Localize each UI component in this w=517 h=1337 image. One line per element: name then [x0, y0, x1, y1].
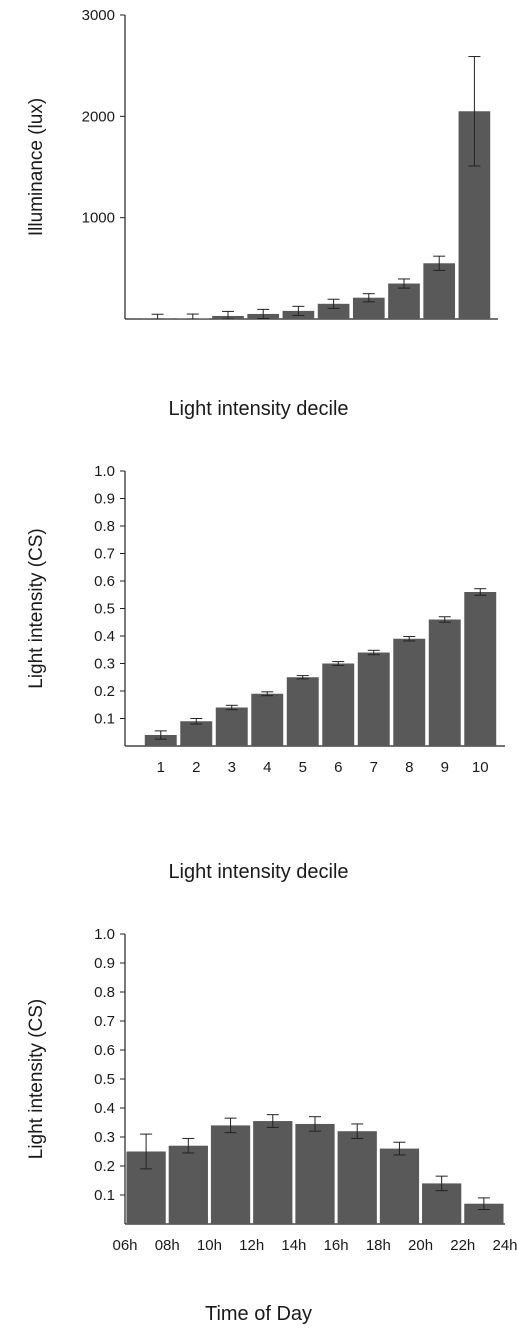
x-tick-label: 6: [334, 759, 342, 776]
y-tick-label: 0.2: [94, 683, 115, 700]
x-tick-label: 10: [472, 759, 489, 776]
chart-2-xlabel: Light intensity decile: [168, 861, 349, 883]
bar-9: [428, 619, 461, 746]
x-tick-label: 08h: [155, 1237, 180, 1254]
bar-8: [388, 283, 420, 319]
y-tick-label: 0.5: [94, 601, 115, 618]
chart-2-plot: 0.1 0.2 0.3 0.4 0.5 0.6 0.7 0.8 0.9 1.0 1 2 3 4 5 6 7 8 9 1…: [26, 463, 505, 776]
x-tick-label: 20h: [408, 1237, 433, 1254]
bar-5: [295, 1123, 335, 1224]
y-tick-label: 0.4: [94, 628, 115, 645]
chart-cs-by-decile: 0.1 0.2 0.3 0.4 0.5 0.6 0.7 0.8 0.9 1.0 1 2 3 4 5 6 7 8 9 1…: [0, 452, 517, 902]
bar-7: [357, 652, 390, 746]
y-tick-label: 0.7: [94, 546, 115, 563]
chart-3-plot: 0.1 0.2 0.3 0.4 0.5 0.6 0.7 0.8 0.9 1.0 06h 08h 10h 1…: [26, 926, 517, 1254]
bar-6: [317, 303, 350, 319]
x-tick-label: 2: [189, 332, 197, 335]
x-tick-label: 5: [294, 332, 302, 335]
bar-4: [251, 693, 284, 746]
y-tick-label: 0.2: [94, 1158, 115, 1175]
x-tick-label: 1: [153, 332, 161, 335]
y-tick-label: 1.0: [94, 463, 115, 480]
y-tick-label: 0.1: [94, 711, 115, 728]
x-tick-label: 7: [365, 332, 373, 335]
x-tick-label: 5: [299, 759, 307, 776]
x-tick-label: 8: [405, 759, 413, 776]
x-tick-label: 06h: [112, 1237, 137, 1254]
bar-1: [144, 735, 177, 746]
bar-4: [253, 1121, 293, 1224]
x-tick-label: 7: [370, 759, 378, 776]
y-tick-label: 1000: [82, 210, 115, 227]
bar-7: [352, 297, 385, 319]
bar-9: [464, 1203, 504, 1224]
chart-1-xlabel: Light intensity decile: [168, 398, 349, 420]
bar-6: [322, 663, 355, 746]
y-tick-label: 0.4: [94, 1100, 115, 1117]
bar-3: [215, 707, 248, 746]
y-tick-label: 0.3: [94, 656, 115, 673]
y-axis-title: Light intensity (CS): [26, 528, 47, 689]
x-tick-label: 6: [329, 332, 337, 335]
chart-1-plot: 1000 2000 3000 1 2 3 4 5 6 7 8 9 10 Illuminance (lux): [26, 7, 498, 335]
bar-5: [286, 677, 319, 746]
x-tick-label: 10: [466, 332, 483, 335]
y-tick-label: 3000: [82, 7, 115, 24]
y-axis-title: Illuminance (lux): [26, 98, 47, 236]
y-tick-label: 0.9: [94, 491, 115, 508]
y-tick-label: 0.8: [94, 518, 115, 535]
x-tick-label: 4: [259, 332, 267, 335]
x-tick-label: 1: [157, 759, 165, 776]
x-tick-label: 16h: [324, 1237, 349, 1254]
bar-7: [379, 1148, 420, 1224]
chart-cs-by-time-of-day: 0.1 0.2 0.3 0.4 0.5 0.6 0.7 0.8 0.9 1.0 06h 08h 10h 1…: [0, 912, 517, 1337]
x-tick-label: 3: [224, 332, 232, 335]
y-tick-label: 1.0: [94, 926, 115, 943]
y-tick-label: 0.8: [94, 984, 115, 1001]
y-tick-label: 0.1: [94, 1187, 115, 1204]
x-tick-label: 9: [435, 332, 443, 335]
bar-10: [464, 592, 497, 746]
x-tick-label: 12h: [239, 1237, 264, 1254]
x-tick-label: 8: [400, 332, 408, 335]
bar-9: [423, 263, 456, 319]
chart-illuminance-by-decile: 1000 2000 3000 1 2 3 4 5 6 7 8 9 10 Illuminance (lux)…: [0, 0, 517, 430]
x-tick-label: 4: [263, 759, 271, 776]
bar-2: [168, 1145, 208, 1224]
x-tick-label: 10h: [197, 1237, 222, 1254]
bar-3: [210, 1125, 251, 1224]
x-tick-label: 3: [228, 759, 236, 776]
x-tick-label: 14h: [281, 1237, 306, 1254]
y-tick-label: 0.9: [94, 955, 115, 972]
y-tick-label: 0.6: [94, 1042, 115, 1059]
bar-8: [393, 638, 426, 746]
chart-3-xlabel: Time of Day: [204, 1303, 313, 1325]
x-tick-label: 22h: [450, 1237, 475, 1254]
y-tick-label: 0.3: [94, 1129, 115, 1146]
y-tick-label: 2000: [82, 108, 115, 125]
y-tick-label: 0.5: [94, 1071, 115, 1088]
bar-6: [337, 1131, 377, 1224]
y-axis-title: Light intensity (CS): [26, 999, 47, 1160]
x-tick-label: 2: [192, 759, 200, 776]
x-tick-label: 24h: [492, 1237, 517, 1254]
x-tick-label: 18h: [366, 1237, 391, 1254]
x-tick-label: 9: [441, 759, 449, 776]
y-tick-label: 0.6: [94, 573, 115, 590]
bar-2: [180, 721, 213, 746]
y-tick-label: 0.7: [94, 1013, 115, 1030]
